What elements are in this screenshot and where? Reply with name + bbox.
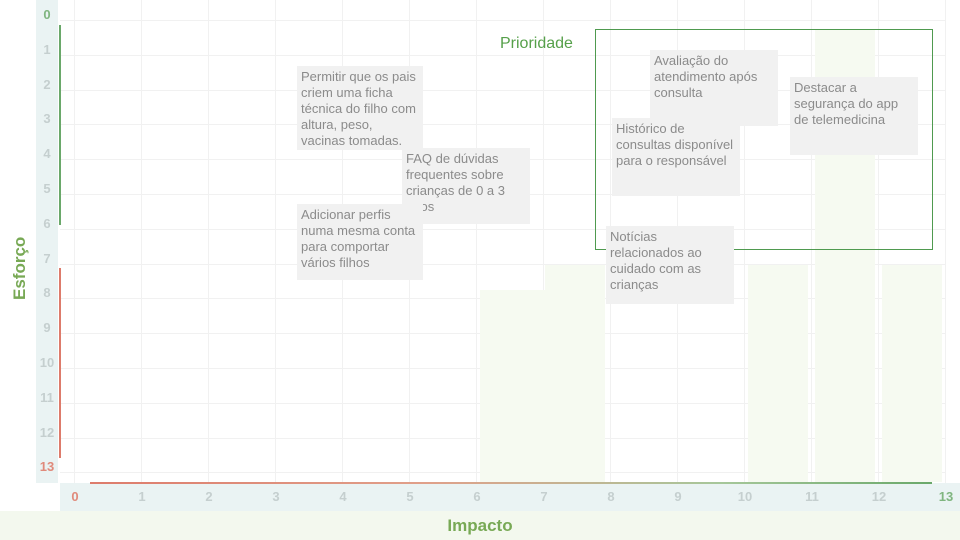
x-axis-band: [60, 483, 960, 511]
x-axis-line: [90, 482, 932, 484]
x-axis-tick-label: 7: [540, 489, 548, 504]
y-axis-tick-label: 7: [43, 250, 51, 266]
x-axis-tick-label: 8: [607, 489, 615, 504]
sticky-note[interactable]: Avaliação do atendimento após consulta: [650, 50, 778, 126]
y-axis-tick-label: 4: [43, 146, 51, 162]
y-axis-tick-label: 1: [43, 41, 51, 57]
y-axis-tick-label: 12: [39, 424, 55, 440]
x-axis-title: Impacto: [447, 516, 513, 535]
x-axis-tick-label: 5: [406, 489, 414, 504]
x-axis-tick-label: 2: [205, 489, 213, 504]
y-axis-line-low: [59, 268, 61, 458]
grid-line-vertical: [543, 0, 544, 483]
x-axis-tick-label: 9: [674, 489, 682, 504]
background-shape: [480, 290, 605, 482]
grid-line-vertical: [275, 0, 276, 483]
y-axis-tick-label: 8: [43, 285, 51, 301]
background-shape: [545, 265, 605, 295]
y-axis-tick-label: 9: [43, 320, 51, 336]
x-axis-tick-label: 13: [938, 489, 954, 504]
grid-line-vertical: [74, 0, 75, 483]
grid-line-horizontal: [60, 89, 946, 91]
background-shape: [748, 265, 808, 482]
y-axis-tick-label: 2: [43, 76, 51, 92]
y-axis-tick-label: 5: [43, 181, 51, 196]
x-axis-tick-label: 0: [71, 489, 79, 504]
x-axis-tick-label: 12: [871, 489, 887, 504]
x-axis-tick-label: 4: [339, 489, 347, 504]
priority-zone-label: Prioridade: [500, 35, 573, 52]
x-axis-tick-label: 3: [272, 489, 280, 504]
x-axis-tick-label: 11: [805, 489, 819, 504]
x-axis-tick-label: 1: [138, 489, 146, 504]
grid-line-vertical: [878, 0, 879, 483]
grid-line-vertical: [476, 0, 477, 483]
y-axis-tick-label: 13: [39, 459, 55, 475]
grid-line-horizontal: [60, 124, 946, 126]
y-axis-tick-label: 0: [43, 7, 51, 22]
sticky-note[interactable]: Adicionar perfis numa mesma conta para c…: [297, 204, 423, 280]
footer-band: [0, 511, 960, 540]
y-axis-tick-label: 3: [43, 111, 51, 127]
grid-line-horizontal: [60, 54, 946, 56]
y-axis-tick-label: 6: [43, 215, 51, 231]
sticky-note[interactable]: Histórico de consultas disponível para o…: [612, 118, 740, 196]
grid-line-horizontal: [60, 263, 946, 265]
grid-line-vertical: [945, 0, 946, 483]
background-shape: [882, 265, 942, 482]
grid-line-horizontal: [60, 20, 946, 21]
y-axis-tick-label: 11: [40, 389, 54, 405]
sticky-note[interactable]: Permitir que os pais criem uma ficha téc…: [297, 66, 423, 150]
x-axis-tick-label: 6: [473, 489, 481, 504]
grid-line-horizontal: [60, 228, 946, 230]
grid-line-vertical: [141, 0, 142, 483]
grid-line-vertical: [208, 0, 209, 483]
grid-line-vertical: [744, 0, 745, 483]
y-axis-tick-label: 10: [39, 355, 55, 370]
y-axis-title: Esforço: [10, 236, 29, 300]
priority-zone-box: [595, 29, 933, 250]
y-axis-band: [36, 0, 58, 483]
grid-line-vertical: [811, 0, 812, 483]
x-axis-tick-label: 10: [737, 489, 753, 504]
sticky-note[interactable]: Notícias relacionados ao cuidado com as …: [606, 226, 734, 304]
y-axis-line: [59, 25, 61, 225]
sticky-note[interactable]: Destacar a segurança do app de telemedic…: [790, 77, 918, 155]
